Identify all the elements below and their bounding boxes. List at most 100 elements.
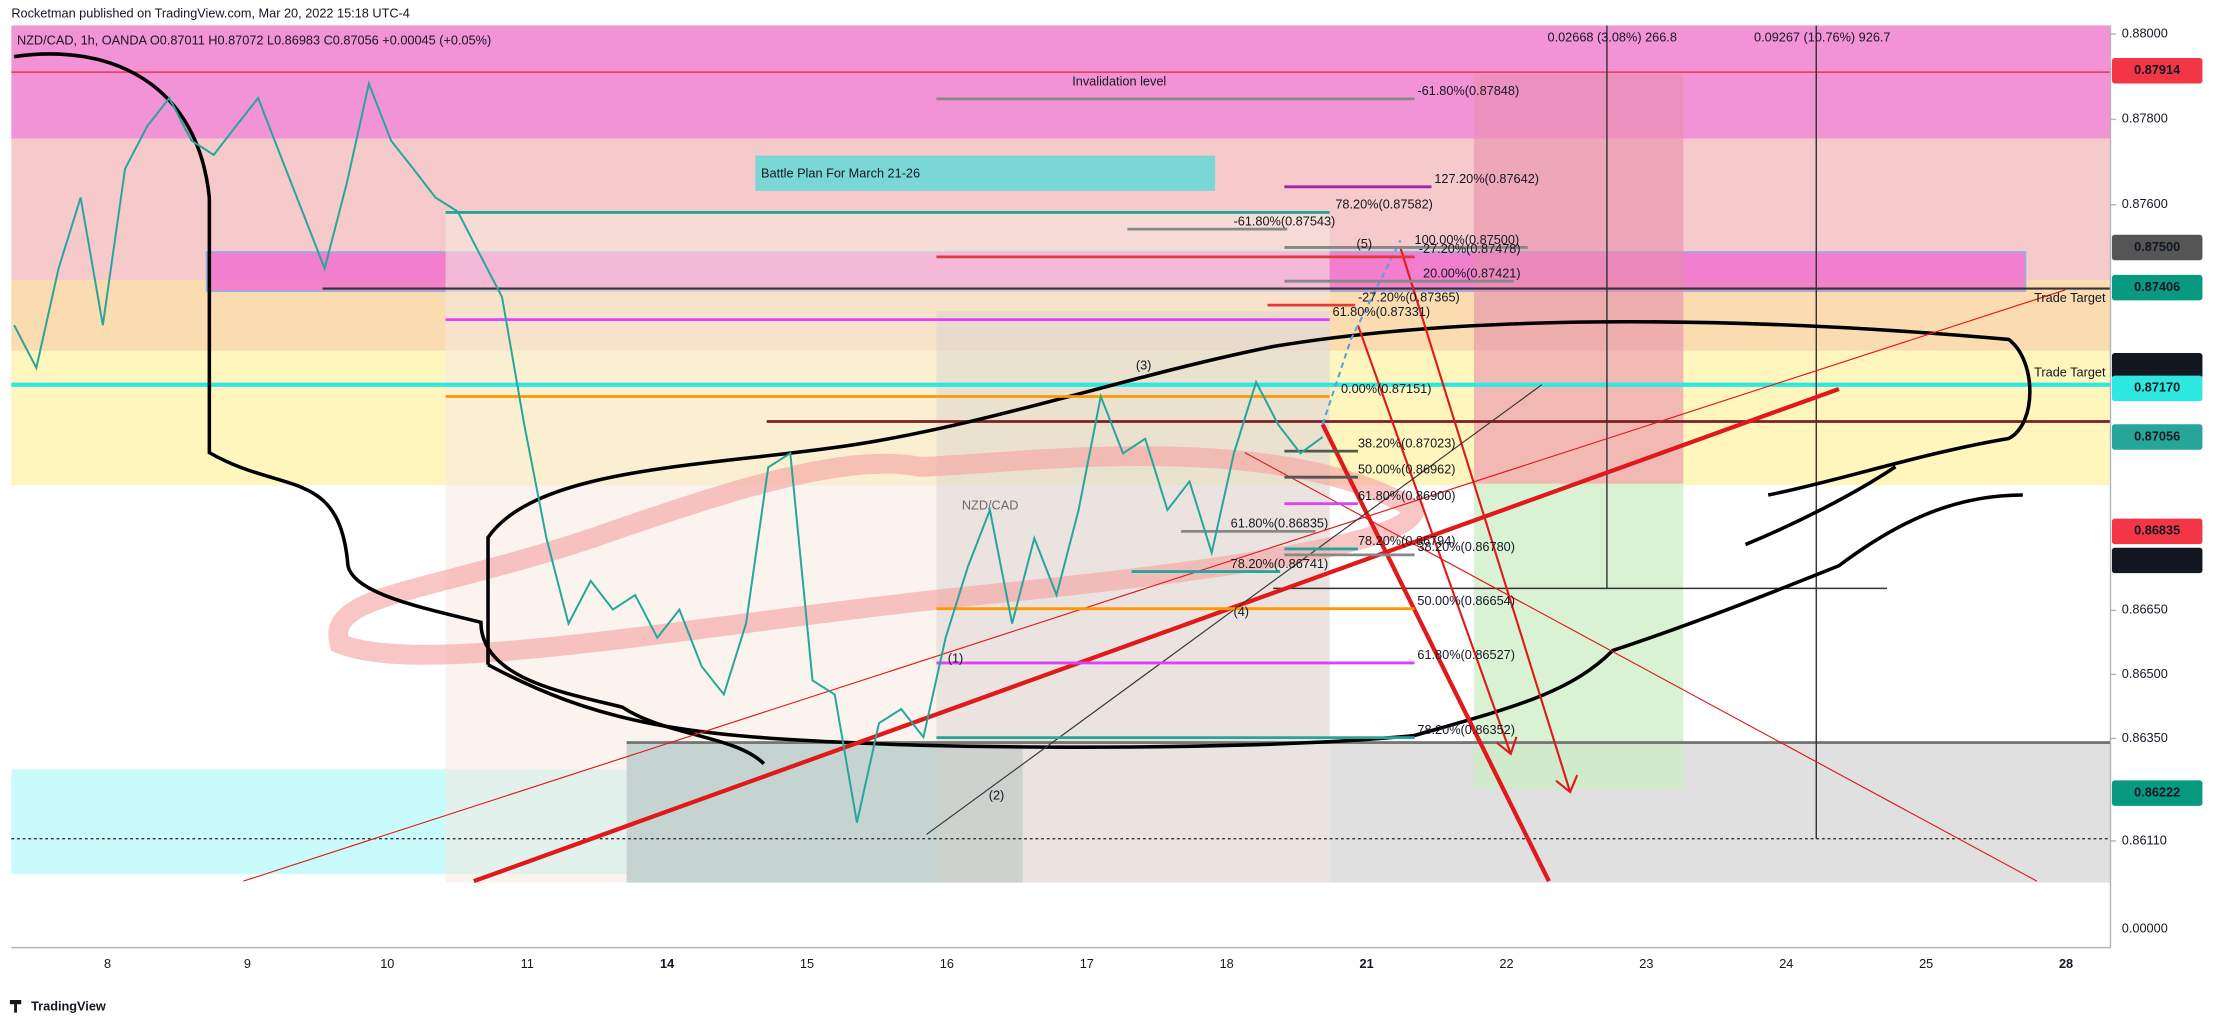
y-tick-label: 0.86350 — [2122, 730, 2168, 745]
price-badge-label: 0.87056 — [2134, 428, 2180, 443]
y-tick-label: 0.87800 — [2122, 111, 2168, 126]
annotation: Invalidation level — [1072, 73, 1166, 88]
fib-label: 100.00%(0.87500) — [1415, 232, 1520, 247]
wave-label: (5) — [1357, 236, 1373, 251]
price-badge-label: 0.87914 — [2134, 62, 2180, 77]
x-tick-label: 16 — [940, 956, 954, 971]
fib-levels: -61.80%(0.87848)127.20%(0.87642)78.20%(0… — [445, 83, 1539, 740]
price-axis: 0.00000 0.88000 0.87800 0.87600 0.86650 0.86… — [11, 25, 2218, 949]
curve — [13, 52, 766, 766]
annotation: Trade Target — [2034, 365, 2106, 380]
arrow — [1399, 247, 1579, 794]
annotation: 0.09267 (10.76%) 926.7 — [1754, 30, 1890, 45]
fib-label: 20.00%(0.87421) — [1423, 265, 1521, 280]
price-badge — [2111, 424, 2203, 450]
price-badge-label: 0.87500 — [2134, 239, 2180, 254]
curve — [1744, 465, 1897, 547]
price-line — [13, 80, 1324, 823]
x-tick-label: 24 — [1779, 956, 1793, 971]
highlight-loop — [328, 446, 1425, 665]
fib-label: 0.00%(0.87151) — [1341, 381, 1432, 396]
arrow — [1356, 324, 1518, 756]
fib-label: -27.20%(0.87478) — [1419, 241, 1521, 256]
price-badge — [2111, 57, 2203, 84]
annotation: 0.02668 (3.08%) 266.8 — [1548, 30, 1677, 45]
price-badge — [2111, 234, 2203, 261]
x-tick-label: 15 — [800, 956, 814, 971]
fib-label: 50.00%(0.86962) — [1358, 461, 1456, 476]
price-badge — [2111, 274, 2203, 301]
watermark: NZD/CAD — [962, 498, 1019, 513]
y-tick-label: 0.86500 — [2122, 666, 2168, 681]
fib-label: -27.20%(0.87365) — [1358, 289, 1460, 304]
price-badge-label: 0.86835 — [2134, 523, 2180, 538]
y-tick-label: 0.88000 — [2122, 25, 2168, 40]
fib-label: 61.80%(0.86835) — [1231, 516, 1329, 531]
y-tick-label: 0.86650 — [2122, 602, 2168, 617]
x-tick-label: 11 — [521, 956, 534, 971]
x-tick-label: 22 — [1499, 956, 1513, 971]
fib-label: 38.20%(0.86780) — [1417, 539, 1515, 554]
x-tick-label: 17 — [1080, 956, 1094, 971]
drawings — [13, 52, 2066, 884]
axis-background — [2110, 25, 2218, 948]
fib-label: 78.20%(0.86352) — [1417, 722, 1515, 737]
chart-title: Battle Plan For March 21-26 — [761, 165, 920, 180]
y-tick-label: 0.86110 — [2122, 832, 2167, 847]
fib-label: 78.20%(0.86794) — [1358, 533, 1456, 548]
curve — [486, 320, 2032, 665]
x-tick-label: 10 — [380, 956, 394, 971]
x-tick-label: 25 — [1919, 956, 1933, 971]
level-lines — [11, 25, 2111, 840]
price-badge-label: 0.87170 — [2134, 380, 2180, 395]
zone — [1473, 73, 1684, 484]
wave-label: (3) — [1136, 358, 1152, 373]
curve — [487, 493, 2023, 749]
fib-label: 127.20%(0.87642) — [1434, 171, 1539, 186]
price-badge-label: 0.86222 — [2134, 784, 2180, 799]
trend-line — [243, 289, 2066, 882]
zone — [1329, 742, 2111, 883]
fib-label: 61.80%(0.86527) — [1417, 647, 1515, 662]
price-badge — [2111, 780, 2203, 806]
title-box — [755, 155, 1216, 191]
projection — [1321, 239, 1402, 425]
fib-label: 61.80%(0.86900) — [1358, 488, 1456, 503]
wave-label: (2) — [989, 788, 1005, 803]
price-badge-label: 0.87223 — [2134, 357, 2180, 372]
axis-label: 0.00000 — [2122, 921, 2168, 936]
price-badge — [2111, 547, 2203, 574]
x-tick-label: 28 — [2059, 956, 2073, 971]
fib-label: -61.80%(0.87543) — [1233, 213, 1335, 228]
price-badge-label: 0.86767 — [2134, 552, 2180, 567]
x-tick-label: 9 — [244, 956, 251, 971]
price-badge — [2111, 518, 2203, 545]
wave-label: (1) — [948, 650, 964, 665]
x-tick-label: 8 — [104, 956, 111, 971]
y-tick-label: 0.87600 — [2122, 196, 2168, 211]
price-badge — [2111, 353, 2203, 379]
zone — [1473, 483, 1684, 790]
annotation: Trade Target — [2034, 290, 2106, 305]
fib-label: 78.20%(0.87582) — [1335, 197, 1433, 212]
trend-line — [1244, 452, 2038, 882]
price-badge — [2111, 375, 2203, 402]
trend-line — [1320, 423, 1551, 883]
symbol-line: NZD/CAD, 1h, OANDA O0.87011 H0.87072 L0.… — [17, 32, 491, 47]
trend-line — [473, 386, 1840, 884]
logo-icon — [9, 999, 22, 1013]
x-tick-label: 14 — [660, 956, 674, 971]
header: Rocketman published on TradingView.com, … — [11, 6, 410, 21]
fib-label: 78.20%(0.86741) — [1231, 556, 1329, 571]
fib-label: 50.00%(0.86654) — [1417, 593, 1515, 608]
x-tick-label: 21 — [1360, 956, 1374, 971]
fib-label: 38.20%(0.87023) — [1358, 435, 1456, 450]
x-tick-label: 23 — [1639, 956, 1653, 971]
x-tick-label: 18 — [1220, 956, 1234, 971]
wave-label: (4) — [1233, 604, 1249, 619]
price-badge-label: 0.87406 — [2134, 279, 2180, 294]
fib-label: 61.80%(0.87331) — [1332, 304, 1430, 319]
fib-label: -61.80%(0.87848) — [1417, 83, 1519, 98]
logo: TradingView — [31, 998, 106, 1013]
